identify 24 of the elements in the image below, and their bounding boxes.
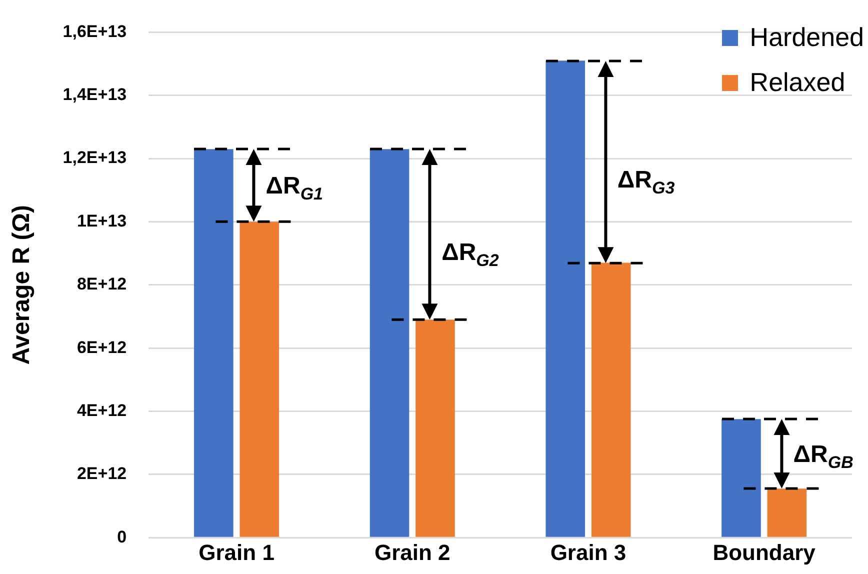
y-tick-label: 2E+12 [76, 464, 127, 484]
y-tick-label: 1,6E+13 [62, 22, 127, 41]
y-tick-label: 6E+12 [76, 338, 127, 357]
y-tick-label: 1,4E+13 [62, 85, 127, 104]
y-tick-label: 4E+12 [76, 400, 127, 420]
x-tick-label: Boundary [712, 540, 816, 565]
bar [194, 149, 234, 537]
y-tick-label: 1,2E+13 [62, 148, 127, 168]
bar [546, 60, 586, 537]
x-tick-label: Grain 2 [374, 540, 450, 565]
bar [416, 320, 455, 537]
bar [370, 149, 410, 537]
legend-label: Relaxed [750, 67, 846, 98]
bar [591, 262, 631, 537]
x-tick-label: Grain 1 [198, 540, 274, 565]
y-tick-label: 0 [117, 527, 127, 546]
bar [240, 222, 280, 537]
legend-label: Hardened [750, 22, 864, 53]
x-tick-label: Grain 3 [550, 540, 626, 565]
y-tick-label: 8E+12 [76, 274, 127, 294]
bar [722, 419, 761, 537]
y-tick-label: 1E+13 [76, 211, 127, 230]
bar [767, 488, 807, 537]
y-axis-title: Average R (Ω) [8, 205, 36, 365]
